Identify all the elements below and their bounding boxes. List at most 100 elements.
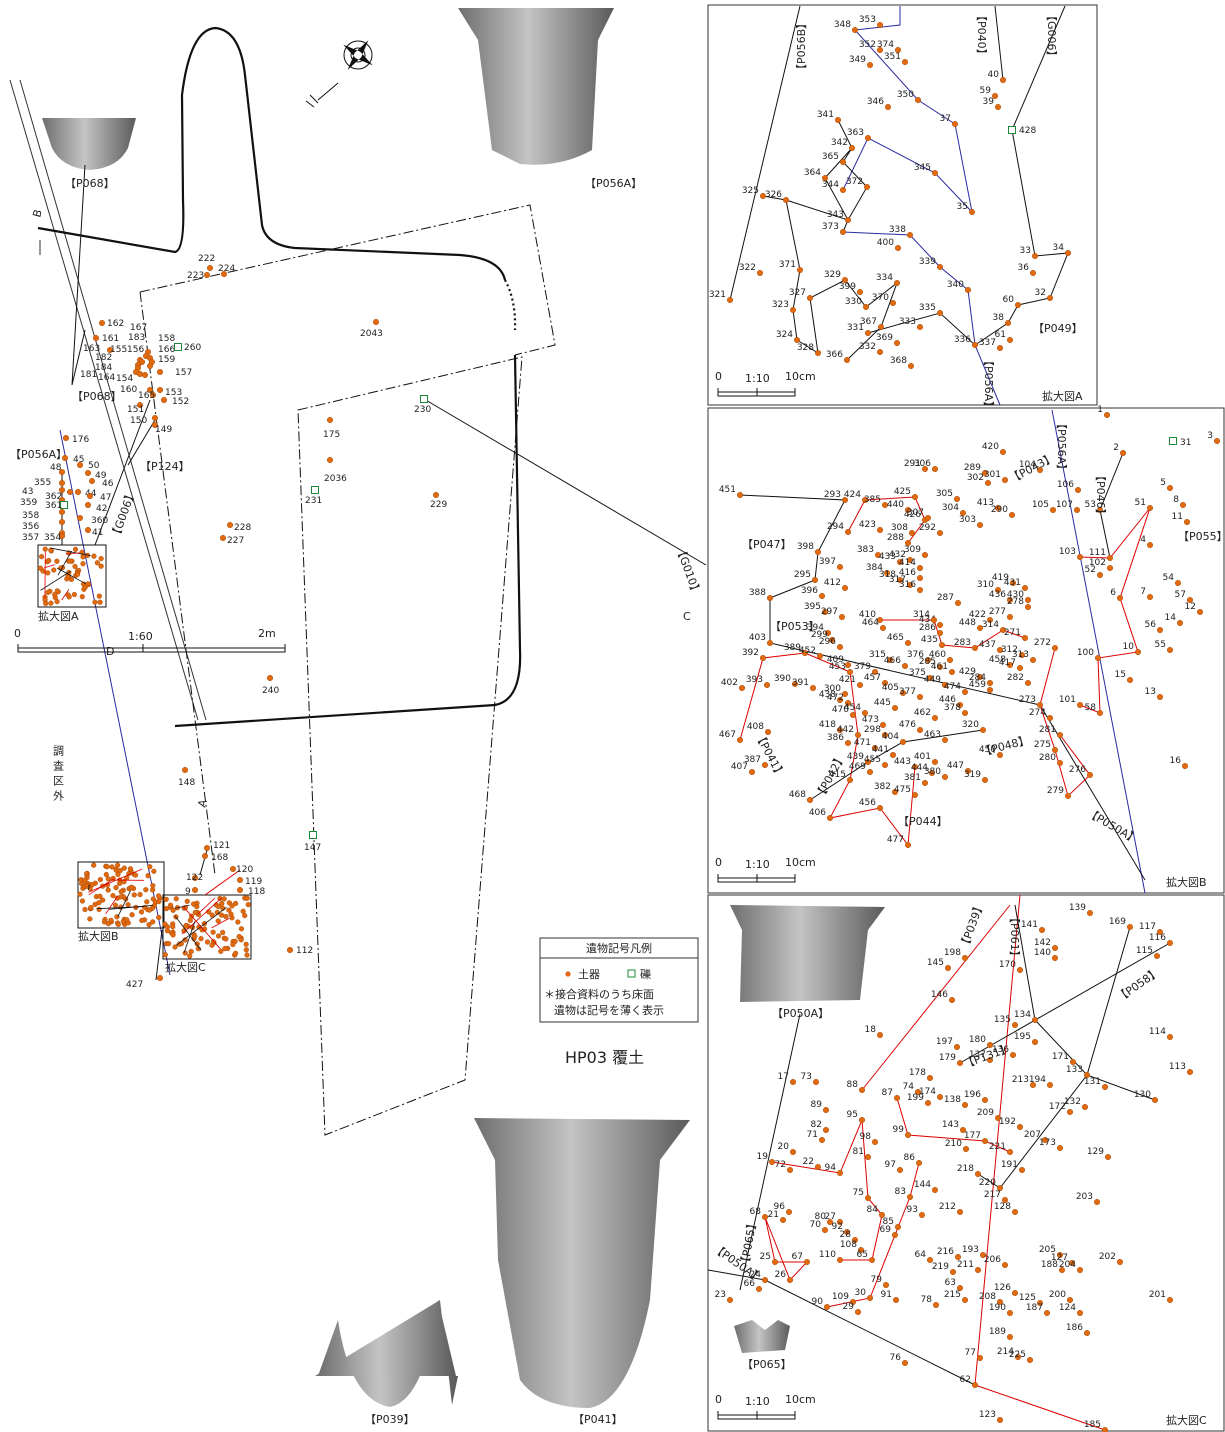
point-label: 42 — [96, 504, 107, 514]
pottery-marker — [942, 682, 949, 689]
point-label: 123 — [979, 1410, 996, 1420]
point-label: 18 — [865, 1025, 877, 1035]
joint-line — [974, 5, 1069, 346]
point-label: 416 — [899, 568, 916, 578]
pottery-marker — [907, 231, 914, 238]
pottery-marker — [1022, 585, 1029, 592]
pottery-marker — [160, 397, 167, 404]
pottery-marker — [780, 1216, 787, 1223]
dense-marker — [232, 950, 239, 956]
point-label: 224 — [218, 264, 235, 274]
point-label: 200 — [1049, 1290, 1066, 1300]
point-label: 154 — [116, 374, 133, 384]
pottery-marker — [146, 387, 153, 394]
point-label: 317 — [889, 575, 906, 585]
point-label: 294 — [827, 522, 844, 532]
point-label: 297 — [821, 607, 838, 617]
point-label: 302 — [967, 473, 984, 483]
pottery-marker — [844, 1228, 851, 1235]
dense-marker — [144, 899, 150, 905]
point-label: 151 — [127, 405, 144, 415]
point-label: 318 — [879, 570, 896, 580]
point-label: 413 — [977, 498, 994, 508]
pottery-marker — [872, 745, 879, 752]
pottery-marker — [877, 349, 884, 356]
pottery-marker — [937, 530, 944, 537]
point-label: 284 — [969, 673, 986, 683]
point-label: 278 — [1007, 597, 1024, 607]
pottery-marker — [1094, 655, 1101, 662]
point-label: 312 — [1001, 645, 1018, 655]
pottery-marker — [1017, 967, 1024, 974]
point-label: 349 — [849, 55, 866, 65]
scale-label: 0 — [715, 856, 722, 869]
pottery-marker — [954, 1043, 961, 1050]
point-label: 355 — [34, 478, 51, 488]
pottery-marker — [972, 1381, 979, 1388]
pottery-marker — [327, 417, 334, 424]
point-label: 465 — [887, 633, 904, 643]
joint-line — [94, 399, 151, 546]
point-label: 463 — [924, 730, 941, 740]
pottery-marker — [977, 522, 984, 529]
pottery-marker — [1093, 1198, 1100, 1205]
point-label: 389 — [784, 643, 801, 653]
point-label: 369 — [876, 333, 893, 343]
point-label: 275 — [1034, 740, 1051, 750]
pottery-marker — [136, 402, 143, 409]
pottery-marker — [1174, 580, 1181, 587]
pottery-marker — [783, 196, 790, 203]
point-label: 360 — [91, 516, 108, 526]
point-label: 344 — [822, 180, 839, 190]
scale-label: 2m — [258, 627, 276, 640]
pottery-marker — [1000, 449, 1007, 456]
pottery-marker — [932, 1186, 939, 1193]
pottery-marker — [882, 502, 889, 509]
pottery-marker — [802, 650, 809, 657]
point-label: 272 — [1034, 638, 1051, 648]
pottery-marker — [905, 507, 912, 514]
pottery-marker — [865, 759, 872, 766]
point-label: 314 — [913, 610, 930, 620]
point-label: 127 — [1051, 1253, 1068, 1263]
point-label: 95 — [847, 1110, 858, 1120]
point-label: 350 — [897, 90, 914, 100]
joint-line — [57, 550, 72, 576]
pottery-marker — [927, 675, 934, 682]
dense-marker — [243, 947, 249, 953]
point-label: 228 — [234, 523, 251, 533]
pottery-marker — [84, 502, 91, 509]
point-label: 145 — [927, 958, 944, 968]
dense-marker — [120, 918, 126, 925]
point-label: 53 — [1085, 500, 1096, 510]
dense-marker — [164, 928, 171, 934]
point-label: 76 — [890, 1353, 902, 1363]
group-label: 【P050A】 — [772, 1007, 829, 1020]
joint-line — [71, 164, 86, 386]
point-label: 352 — [859, 40, 876, 50]
dense-marker — [198, 936, 204, 942]
point-label: 132 — [1064, 1097, 1081, 1107]
pottery-marker — [823, 1126, 830, 1133]
point-label: 46 — [102, 479, 114, 489]
pottery-marker — [908, 363, 915, 370]
point-label: 426 — [904, 510, 921, 520]
dense-marker — [125, 902, 131, 908]
pottery-marker — [900, 690, 907, 697]
pottery-marker — [790, 307, 797, 314]
point-label: 225 — [1009, 1350, 1026, 1360]
point-label: 334 — [876, 273, 893, 283]
point-label: 365 — [822, 152, 839, 162]
pottery-marker — [823, 1106, 830, 1113]
pottery-marker — [867, 1294, 874, 1301]
point-label: 187 — [1026, 1303, 1043, 1313]
pottery-marker — [1009, 512, 1016, 519]
pottery-marker — [1146, 505, 1153, 512]
point-label: 104 — [1019, 460, 1036, 470]
point-label: 449 — [924, 675, 941, 685]
pottery-marker — [862, 497, 869, 504]
point-label: 445 — [874, 698, 891, 708]
pottery-marker — [59, 519, 66, 526]
point-label: 316 — [899, 580, 916, 590]
point-label: 401 — [914, 752, 931, 762]
